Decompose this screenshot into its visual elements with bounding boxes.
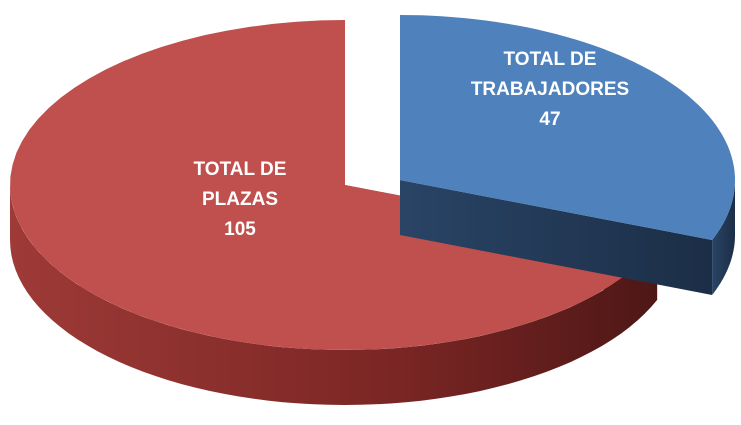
slice-label: TOTAL DE PLAZAS 105 bbox=[170, 155, 310, 245]
value-label: 105 bbox=[224, 219, 256, 240]
slice-side bbox=[712, 180, 735, 295]
slice bbox=[400, 15, 735, 240]
category-label: TOTAL DE PLAZAS bbox=[193, 159, 287, 210]
category-label: TOTAL DE TRABAJADORES bbox=[470, 49, 630, 100]
slice-cut-face bbox=[400, 180, 713, 295]
slice-side bbox=[10, 185, 658, 405]
slice-label: TOTAL DE TRABAJADORES 47 bbox=[440, 45, 660, 135]
slice bbox=[10, 20, 658, 350]
value-label: 47 bbox=[539, 109, 561, 130]
